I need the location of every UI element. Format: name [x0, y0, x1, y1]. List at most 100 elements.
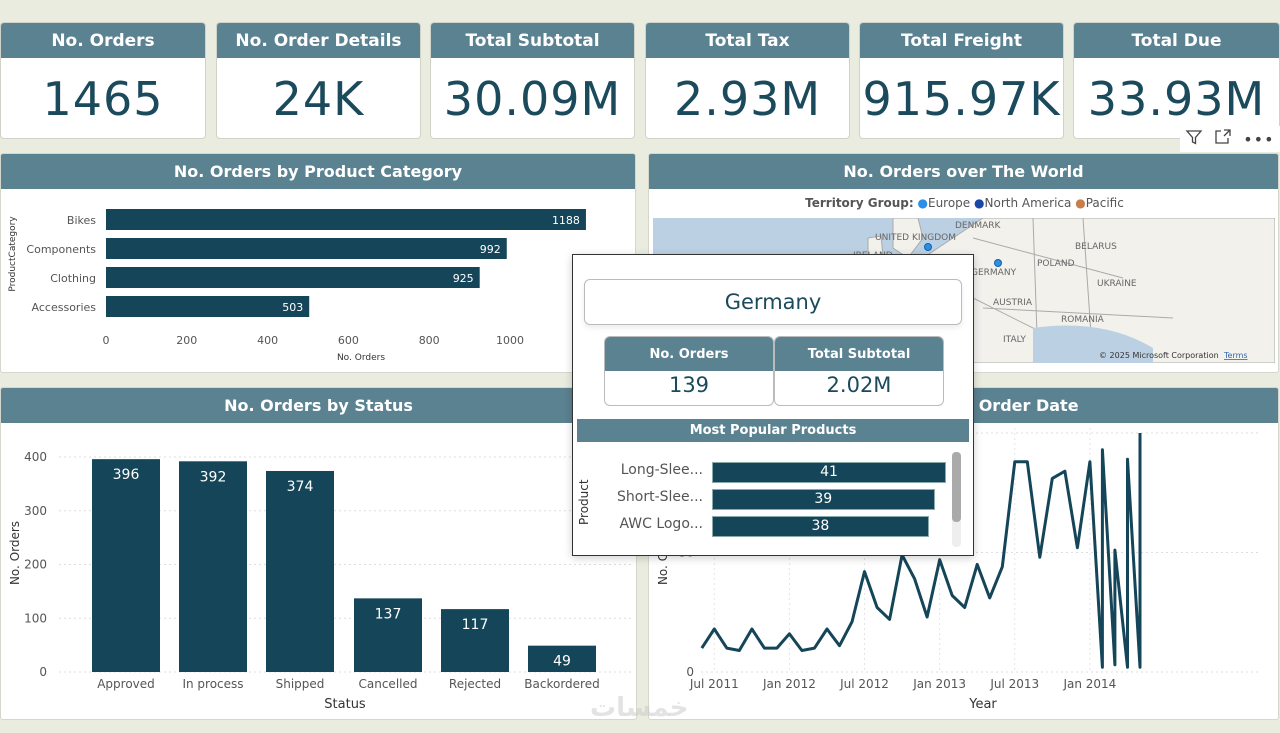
map-point-uk[interactable] [924, 243, 932, 251]
tooltip-card-label: Total Subtotal [775, 337, 943, 371]
status-category-label: Approved [97, 677, 155, 691]
x-tick-label: 600 [338, 334, 359, 347]
status-data-label: 137 [375, 606, 402, 622]
category-bar[interactable] [106, 296, 310, 317]
watermark-logo: خمسات [590, 693, 689, 723]
product-bar[interactable]: 38 [712, 516, 929, 537]
more-options-icon[interactable]: ••• [1243, 129, 1275, 149]
kpi-card: Total Freight 915.97K [859, 22, 1064, 139]
y-tick-label: 300 [24, 504, 47, 518]
y-axis-title: No. Orders [8, 521, 22, 585]
y-axis-title: ProductCategory [8, 216, 18, 292]
status-category-label: Backordered [524, 677, 599, 691]
tooltip-card-value: 2.02M [826, 373, 892, 397]
orders-line[interactable] [700, 433, 1142, 669]
popular-products-title: Most Popular Products [577, 419, 969, 442]
y-tick-label: 100 [24, 611, 47, 625]
filter-icon[interactable] [1185, 128, 1203, 150]
product-bar[interactable]: 39 [712, 489, 935, 510]
focus-mode-icon[interactable] [1214, 128, 1232, 150]
x-tick-label: Jul 2011 [689, 677, 739, 691]
scrollbar-thumb[interactable] [952, 452, 961, 522]
map-copyright: © 2025 Microsoft Corporation [1099, 351, 1219, 360]
tooltip-card-value: 139 [668, 373, 710, 397]
status-category-label: Cancelled [359, 677, 418, 691]
kpi-value: 915.97K [862, 72, 1061, 126]
map-terms-link[interactable]: Terms [1223, 351, 1248, 360]
category-bar[interactable] [106, 209, 586, 230]
x-axis-title: Year [968, 697, 997, 712]
x-tick-label: Jul 2013 [989, 677, 1039, 691]
kpi-card: Total Subtotal 30.09M [430, 22, 635, 139]
y-tick-label: 400 [24, 450, 47, 464]
map-label-romania: ROMANIA [1061, 315, 1105, 325]
legend-pacific[interactable]: ●Pacific [1075, 196, 1124, 210]
legend-north-america[interactable]: ●North America [974, 196, 1072, 210]
category-label: Accessories [32, 301, 97, 314]
status-data-label: 117 [462, 617, 489, 633]
kpi-label: No. Order Details [217, 23, 420, 58]
kpi-label: Total Due [1074, 23, 1279, 58]
kpi-label: Total Freight [860, 23, 1063, 58]
tooltip-country: Germany [584, 279, 962, 325]
status-category-label: Rejected [449, 677, 501, 691]
y-tick-label: 0 [686, 665, 694, 679]
kpi-value: 1465 [42, 72, 164, 126]
status-data-label: 49 [553, 654, 571, 670]
map-legend: Territory Group: ●Europe ●North America … [649, 196, 1278, 210]
x-tick-label: Jan 2013 [912, 677, 966, 691]
tooltip-card-subtotal: Total Subtotal 2.02M [774, 336, 944, 406]
x-axis-title: Status [324, 697, 366, 712]
status-bar[interactable] [528, 645, 596, 672]
kpi-value: 30.09M [443, 72, 622, 126]
status-bar[interactable] [441, 609, 509, 672]
tooltip-card-orders: No. Orders 139 [604, 336, 774, 406]
category-data-label: 992 [480, 243, 501, 256]
category-bar[interactable] [106, 238, 507, 259]
country-tooltip: Germany No. Orders 139 Total Subtotal 2.… [572, 254, 974, 556]
product-name: Short-Slee... [617, 489, 703, 505]
status-chart-title: No. Orders by Status [1, 388, 636, 423]
legend-europe[interactable]: ●Europe [917, 196, 971, 210]
status-data-label: 374 [287, 479, 314, 495]
x-tick-label: 200 [176, 334, 197, 347]
x-tick-label: 1000 [496, 334, 524, 347]
category-chart-title: No. Orders by Product Category [1, 154, 635, 189]
category-bar[interactable] [106, 267, 480, 288]
status-bar-chart: 0 100 200 300 400 396 Approved 392 In process 374… [8, 450, 631, 712]
status-chart-panel: No. Orders by Status 0 100 200 300 400 396 App… [0, 387, 637, 720]
map-label-poland: POLAND [1037, 259, 1075, 269]
product-bar[interactable]: 41 [712, 462, 946, 483]
x-tick-label: Jan 2012 [762, 677, 816, 691]
x-tick-label: 0 [103, 334, 110, 347]
category-label: Bikes [67, 214, 96, 227]
kpi-value: 33.93M [1087, 72, 1266, 126]
x-tick-label: Jan 2014 [1062, 677, 1116, 691]
status-category-label: In process [182, 677, 243, 691]
x-tick-label: 400 [257, 334, 278, 347]
map-label-denmark: DENMARK [955, 221, 1002, 231]
x-tick-label: 800 [419, 334, 440, 347]
status-bar[interactable] [179, 461, 247, 672]
map-point-germany[interactable] [994, 259, 1002, 267]
category-data-label: 503 [282, 301, 303, 314]
tooltip-card-label: No. Orders [605, 337, 773, 371]
kpi-label: Total Subtotal [431, 23, 634, 58]
category-label: Components [26, 243, 96, 256]
product-name: Long-Slee... [620, 462, 703, 478]
category-label: Clothing [50, 272, 96, 285]
x-axis-title: No. Orders [337, 353, 385, 363]
status-data-label: 396 [113, 467, 140, 483]
status-data-label: 392 [200, 469, 227, 485]
status-bar[interactable] [266, 470, 334, 672]
status-bar[interactable] [92, 459, 160, 672]
category-bar-chart: 1188 Bikes 992 Components 925 Clothing 503 Acce… [8, 209, 586, 363]
map-label-germany: GERMANY [971, 268, 1017, 278]
category-chart-panel: No. Orders by Product Category 1188 Bikes… [0, 153, 636, 373]
kpi-label: Total Tax [646, 23, 849, 58]
tooltip-scrollbar[interactable] [952, 452, 961, 547]
kpi-card: No. Order Details 24K [216, 22, 421, 139]
product-name: AWC Logo... [619, 516, 703, 532]
map-label-belarus: BELARUS [1075, 242, 1117, 252]
status-bar[interactable] [354, 598, 422, 672]
